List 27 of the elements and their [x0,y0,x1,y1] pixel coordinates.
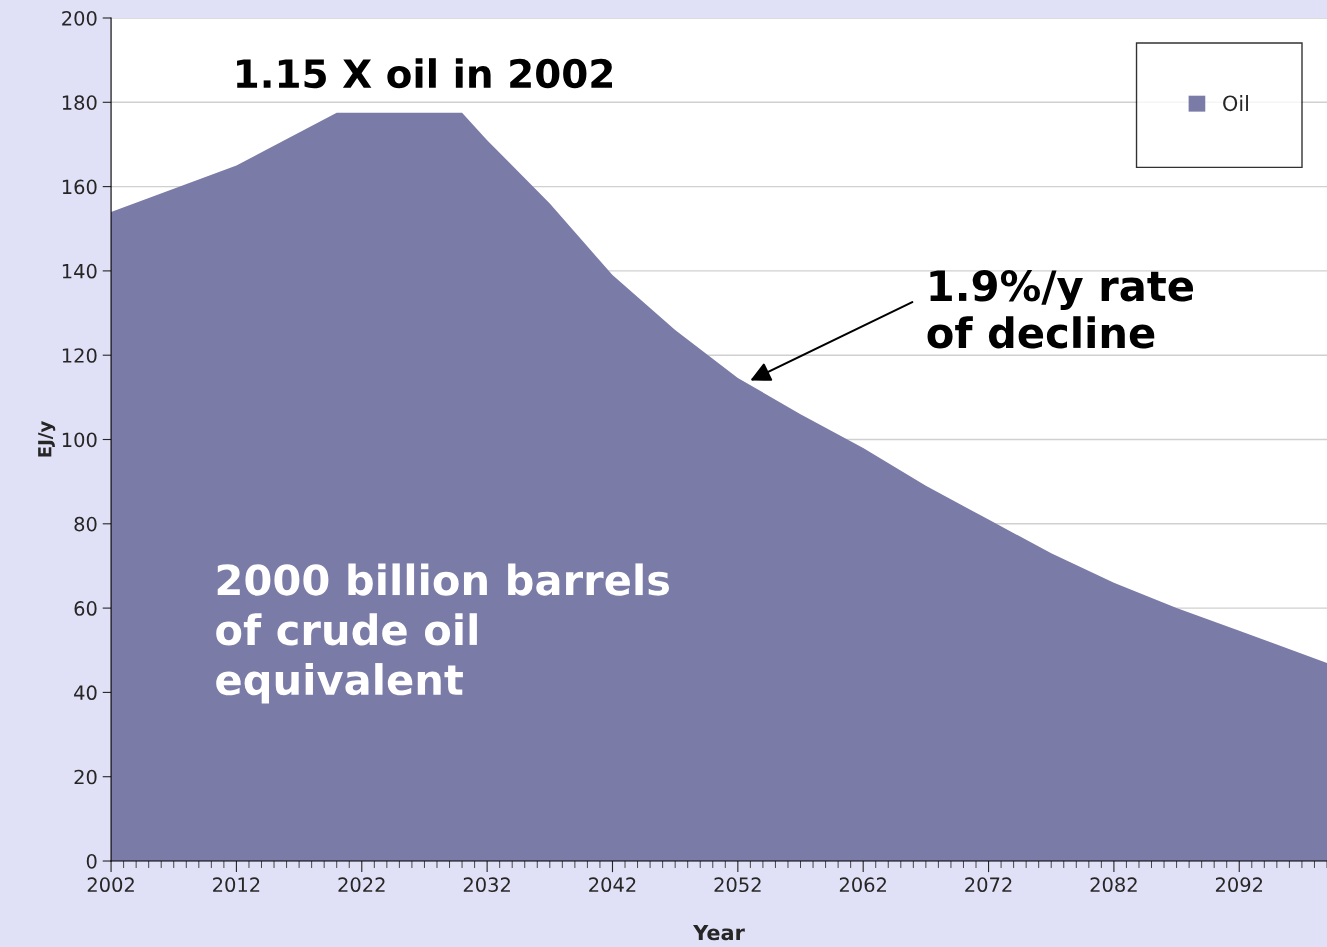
x-tick-label: 2012 [213,877,260,893]
annotation: 2000 billion barrels of crude oil equivalent [216,563,670,704]
y-tick-label: 120 [62,348,97,363]
y-tick-label: 200 [62,10,97,26]
y-axis-title: EJ/y [38,421,56,457]
y-tick-label: 0 [86,853,97,869]
x-axis-title: Year [693,924,745,941]
x-tick-label: 2082 [1090,877,1137,893]
x-tick-label: 2072 [965,877,1012,893]
y-tick-label: 20 [74,769,97,785]
y-tick-label: 160 [62,179,97,195]
legend-label: Oil [1223,95,1248,112]
y-tick-label: 60 [74,601,97,616]
x-tick-label: 2062 [839,877,886,893]
y-tick-label: 180 [62,95,97,110]
annotation: 1.15 X oil in 2002 [237,58,612,89]
annotation: 1.9%/y rate of decline [927,269,1194,349]
y-tick-label: 40 [74,685,97,701]
y-tick-label: 100 [62,432,97,448]
x-tick-label: 2042 [589,877,636,893]
x-tick-label: 2092 [1215,877,1263,893]
x-tick-label: 2022 [338,877,385,893]
y-tick-label: 80 [74,516,97,532]
x-tick-label: 2032 [463,877,510,893]
y-tick-label: 140 [62,263,97,279]
x-tick-label: 2052 [714,877,761,893]
x-tick-label: 2002 [87,877,134,893]
